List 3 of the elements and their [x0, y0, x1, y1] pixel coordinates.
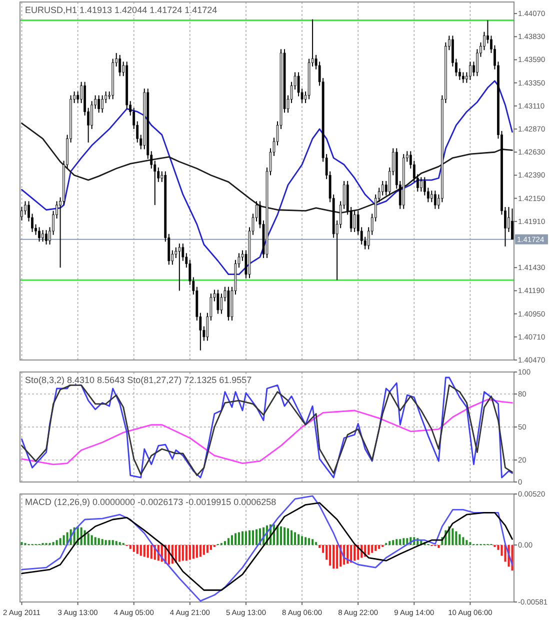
chart-title: MACD (12,26,9) 0.0000000 -0.0026173 -0.0019915 0.0006258 — [25, 497, 276, 507]
chart-title: Sto(8,3,2) 8.4310 8.5643 Sto(81,27,27) 72.1325 61.9557 — [25, 375, 252, 385]
chart-title: EURUSD,H1 1.41913 1.42044 1.41724 1.41724 — [25, 5, 218, 15]
